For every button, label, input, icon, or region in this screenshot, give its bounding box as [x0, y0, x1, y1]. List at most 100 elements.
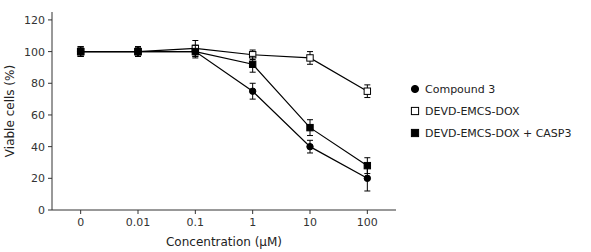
- x-tick-label: 0.01: [126, 216, 151, 229]
- error-cap: [135, 56, 141, 57]
- x-axis-label: Concentration (μM): [166, 235, 282, 249]
- error-cap: [364, 97, 370, 98]
- point: [249, 61, 255, 67]
- legend-marker: [411, 85, 418, 92]
- series-line: [81, 52, 368, 166]
- error-bar: [250, 56, 256, 72]
- x-tick: [195, 210, 196, 214]
- x-axis: [52, 210, 396, 211]
- point: [77, 48, 83, 54]
- x-tick: [252, 210, 253, 214]
- y-tick: [48, 178, 52, 179]
- error-cap: [192, 40, 198, 41]
- x-tick: [367, 210, 368, 214]
- error-cap: [250, 50, 256, 51]
- legend-marker: [411, 107, 418, 114]
- error-cap: [78, 46, 84, 47]
- y-tick: [48, 114, 52, 115]
- y-tick-label: 100: [24, 46, 45, 59]
- point: [307, 143, 313, 149]
- y-tick-label: 0: [38, 204, 45, 217]
- x-tick-label: 1: [249, 216, 256, 229]
- error-cap: [307, 152, 313, 153]
- x-tick-label: 100: [357, 216, 378, 229]
- y-axis-label: Viable cells (%): [3, 65, 17, 157]
- x-tick: [138, 210, 139, 214]
- error-cap: [78, 46, 84, 47]
- y-tick: [48, 19, 52, 20]
- y-tick: [48, 83, 52, 84]
- point: [364, 162, 370, 168]
- error-cap: [250, 99, 256, 100]
- y-tick-label: 120: [24, 14, 45, 27]
- legend-label: DEVD-EMCS-DOX: [425, 105, 520, 118]
- error-bar: [78, 47, 84, 57]
- error-cap: [78, 46, 84, 47]
- series: [77, 45, 370, 173]
- point: [307, 124, 313, 130]
- error-cap: [78, 56, 84, 57]
- legend-label: DEVD-EMCS-DOX + CASP3: [425, 127, 571, 140]
- legend: Compound 3 DEVD-EMCS-DOX DEVD-EMCS-DOX + C…: [411, 83, 571, 140]
- y-axis: [52, 12, 53, 210]
- point: [307, 55, 313, 61]
- point: [77, 48, 83, 54]
- error-bar: [250, 83, 256, 99]
- error-cap: [135, 46, 141, 47]
- series-line: [81, 48, 368, 91]
- error-cap: [250, 56, 256, 57]
- error-cap: [78, 56, 84, 57]
- error-cap: [307, 135, 313, 136]
- y-tick-label: 80: [31, 77, 45, 90]
- point: [135, 48, 141, 54]
- error-bar: [307, 140, 313, 153]
- error-bar: [364, 85, 370, 98]
- error-cap: [192, 45, 198, 46]
- error-cap: [135, 56, 141, 57]
- point: [135, 48, 141, 54]
- error-bar: [307, 120, 313, 136]
- x-tick-label: 0: [77, 216, 84, 229]
- error-bar: [364, 158, 370, 174]
- point: [192, 48, 198, 54]
- error-cap: [250, 72, 256, 73]
- error-bar: [135, 47, 141, 57]
- error-cap: [364, 173, 370, 174]
- y-tick-label: 20: [31, 172, 45, 185]
- error-cap: [135, 46, 141, 47]
- y-tick: [48, 146, 52, 147]
- error-cap: [307, 51, 313, 52]
- error-cap: [135, 46, 141, 47]
- error-cap: [307, 64, 313, 65]
- x-tick-label: 0.1: [187, 216, 205, 229]
- error-cap: [135, 56, 141, 57]
- error-cap: [192, 57, 198, 58]
- point: [77, 48, 83, 54]
- point: [364, 88, 370, 94]
- error-bar: [78, 47, 84, 57]
- y-tick-label: 60: [31, 109, 45, 122]
- error-bar: [78, 47, 84, 57]
- error-cap: [364, 84, 370, 85]
- error-cap: [364, 157, 370, 158]
- error-cap: [307, 140, 313, 141]
- y-tick-label: 40: [31, 141, 45, 154]
- plot-area: [77, 41, 370, 191]
- error-cap: [307, 119, 313, 120]
- series-line: [81, 52, 368, 179]
- error-cap: [250, 83, 256, 84]
- x-tick: [80, 210, 81, 214]
- error-cap: [78, 56, 84, 57]
- x-tick: [310, 210, 311, 214]
- error-bar: [192, 47, 198, 57]
- error-bar: [135, 47, 141, 57]
- error-cap: [364, 190, 370, 191]
- x-tick-label: 10: [303, 216, 317, 229]
- point: [135, 48, 141, 54]
- legend-label: Compound 3: [425, 83, 495, 96]
- series: [77, 47, 370, 191]
- point: [364, 175, 370, 181]
- error-bar: [307, 52, 313, 65]
- y-tick: [48, 51, 52, 52]
- point: [249, 88, 255, 94]
